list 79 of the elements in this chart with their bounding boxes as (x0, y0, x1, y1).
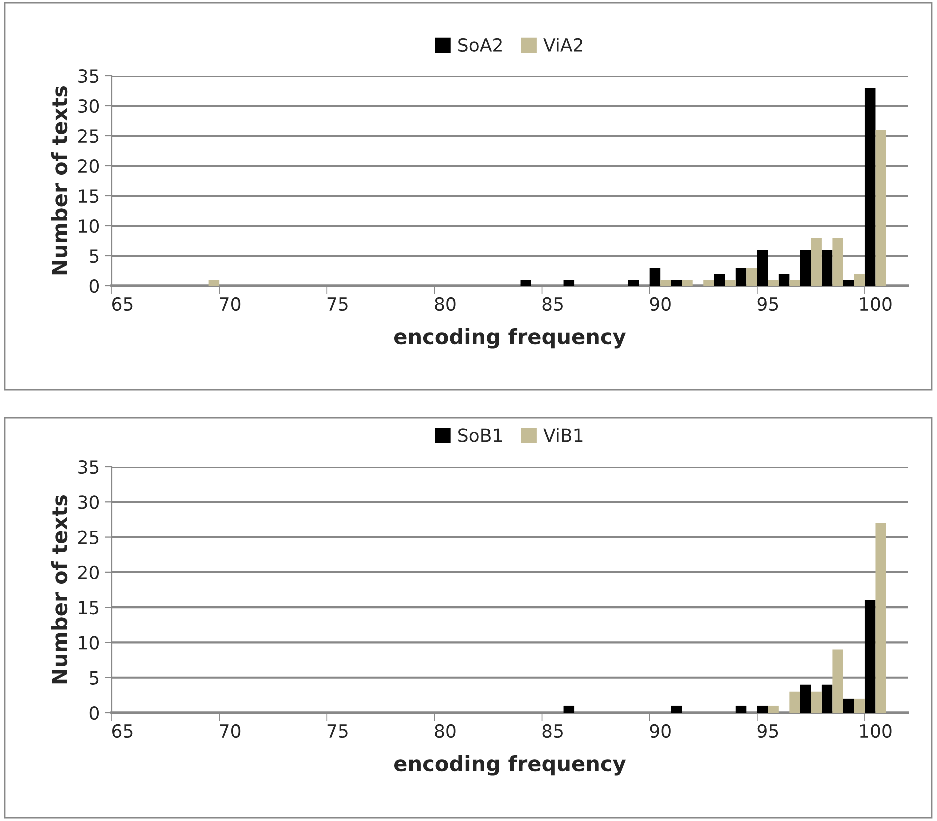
bar (843, 280, 854, 286)
y-tick-label: 15 (79, 601, 99, 615)
x-tick-label: 70 (220, 724, 241, 738)
y-tick-label: 30 (78, 496, 99, 510)
bar (778, 274, 790, 286)
bar (876, 130, 886, 286)
bar (628, 280, 640, 286)
bar (832, 650, 844, 713)
bar (832, 238, 844, 286)
bar (876, 523, 886, 713)
bar (650, 268, 661, 286)
x-tick-label: 85 (542, 724, 563, 738)
x-tick-label: 80 (435, 724, 456, 738)
legend-label: SoA2 (458, 38, 502, 52)
y-tick-label: 0 (90, 706, 99, 720)
bar (843, 698, 854, 713)
y-tick-label: 10 (79, 219, 99, 234)
x-tick-label: 95 (758, 724, 778, 738)
x-tick-label: 65 (112, 724, 133, 738)
x-tick-label: 65 (112, 297, 133, 312)
x-tick-label: 100 (860, 297, 892, 312)
y-tick-label: 35 (78, 460, 99, 474)
y-tick-label: 25 (78, 530, 99, 544)
bar (864, 88, 876, 286)
y-tick-label: 20 (78, 566, 99, 580)
bar (736, 706, 747, 713)
legend-label: SoB1 (458, 428, 502, 442)
x-tick-label: 85 (542, 297, 563, 312)
bar (757, 706, 768, 713)
bar (564, 280, 575, 286)
y-axis-title: Number of texts (52, 86, 68, 275)
legend-label: ViB1 (544, 428, 583, 442)
x-tick-label: 70 (220, 297, 241, 312)
y-axis-title: Number of texts (52, 495, 68, 684)
x-tick-label: 75 (328, 298, 348, 312)
bar (822, 250, 833, 286)
y-tick-label: 10 (79, 636, 99, 650)
bar (736, 268, 747, 286)
y-tick-label: 15 (79, 190, 99, 204)
bar (864, 600, 876, 713)
bar (682, 280, 693, 286)
bar (704, 280, 714, 286)
y-tick-label: 30 (78, 99, 99, 114)
bar (800, 684, 812, 713)
x-tick-label: 100 (860, 724, 892, 738)
bar (800, 250, 812, 286)
bar (757, 250, 768, 286)
x-tick-label: 90 (650, 724, 671, 738)
bar (660, 280, 672, 286)
y-tick-label: 25 (78, 129, 99, 144)
x-axis-title: encoding frequency (394, 755, 626, 776)
bar (811, 692, 822, 713)
bar (854, 698, 865, 713)
bar (768, 706, 779, 713)
bar (811, 238, 822, 286)
bar (671, 706, 682, 713)
bar (671, 280, 682, 286)
bar (854, 274, 865, 286)
x-tick-label: 90 (650, 297, 671, 312)
y-tick-label: 35 (78, 69, 99, 84)
bar (208, 280, 220, 286)
bar (564, 706, 575, 713)
bar (822, 684, 833, 713)
bar (714, 274, 726, 286)
bar (790, 692, 800, 713)
y-tick-label: 5 (90, 250, 99, 264)
legend-label: ViA2 (544, 38, 582, 52)
y-tick-label: 20 (78, 159, 99, 174)
bar (790, 280, 800, 286)
x-axis-title: encoding frequency (394, 328, 626, 349)
y-tick-label: 0 (90, 279, 99, 294)
x-tick-label: 80 (435, 297, 456, 312)
bar (520, 280, 532, 286)
x-tick-label: 95 (758, 297, 778, 312)
y-tick-label: 5 (90, 672, 99, 685)
bar (768, 280, 779, 286)
bar (725, 280, 736, 286)
bar (746, 268, 758, 286)
x-tick-label: 75 (328, 724, 348, 738)
